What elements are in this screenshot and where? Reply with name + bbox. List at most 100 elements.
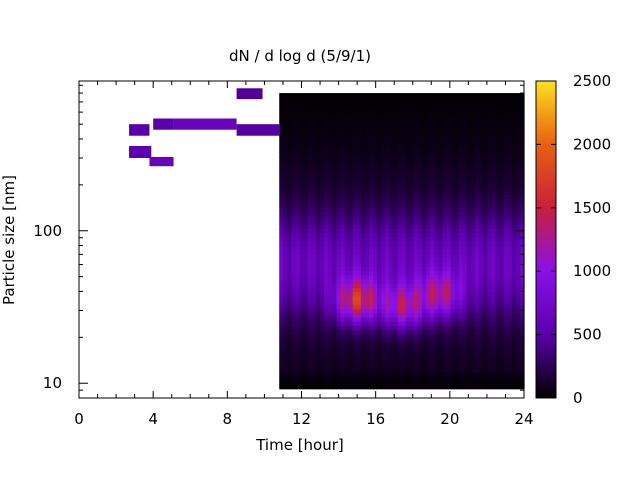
heatmap-cell — [311, 325, 317, 331]
heatmap-cell — [332, 333, 337, 339]
heatmap-cell — [360, 295, 366, 301]
heatmap-cell — [368, 342, 374, 348]
heatmap-cell — [279, 114, 284, 120]
heatmap-cell — [368, 194, 374, 200]
heatmap-cell — [328, 109, 333, 115]
heatmap-cell — [491, 308, 497, 314]
heatmap-cell — [307, 274, 313, 280]
heatmap-cell — [483, 342, 488, 348]
heatmap-cell — [446, 131, 452, 136]
heatmap-cell — [295, 266, 301, 272]
heatmap-cell — [422, 118, 427, 124]
heatmap-cell — [519, 346, 525, 352]
heatmap-cell — [417, 350, 423, 356]
heatmap-cell — [307, 126, 313, 132]
heatmap-cell — [417, 93, 423, 98]
heatmap-cell — [393, 257, 399, 263]
heatmap-cell — [511, 354, 517, 360]
heatmap-cell — [466, 266, 472, 272]
heatmap-cell — [279, 300, 284, 305]
heatmap-cell — [483, 363, 488, 369]
heatmap-cell — [287, 304, 293, 310]
heatmap-cell — [511, 224, 517, 229]
heatmap-cell — [450, 215, 456, 221]
heatmap-cell — [385, 325, 390, 331]
heatmap-cell — [287, 215, 293, 221]
heatmap-cell — [442, 164, 448, 170]
heatmap-cell — [422, 270, 427, 276]
heatmap-cell — [491, 359, 497, 364]
heatmap-cell — [405, 160, 411, 166]
heatmap-cell — [393, 316, 399, 322]
heatmap-cell — [307, 169, 313, 174]
heatmap-cell — [279, 224, 284, 229]
heatmap-cell — [364, 346, 370, 352]
heatmap-cell — [324, 384, 329, 390]
heatmap-cell — [295, 131, 301, 136]
heatmap-cell — [299, 190, 305, 196]
heatmap-cell — [511, 135, 517, 141]
heatmap-cell — [458, 371, 464, 377]
heatmap-cell — [401, 338, 407, 343]
heatmap-cell — [499, 198, 505, 204]
heatmap-cell — [360, 97, 366, 103]
heatmap-cell — [303, 232, 309, 238]
heatmap-cell — [336, 109, 342, 115]
heatmap-cell — [417, 202, 423, 208]
heatmap-cell — [475, 97, 480, 103]
heatmap-cell — [315, 257, 321, 263]
heatmap-cell — [409, 143, 415, 149]
heatmap-cell — [466, 287, 472, 293]
heatmap-cell — [434, 240, 439, 246]
heatmap-cell — [515, 262, 521, 267]
heatmap-cell — [397, 114, 403, 120]
heatmap-cell — [279, 384, 284, 390]
heatmap-cell — [470, 152, 476, 158]
heatmap-cell — [315, 186, 321, 191]
heatmap-cell — [344, 380, 350, 386]
heatmap-cell — [287, 114, 293, 120]
heatmap-cell — [438, 354, 444, 360]
heatmap-cell — [499, 367, 505, 373]
heatmap-cell — [462, 333, 468, 339]
heatmap-cell — [434, 278, 439, 284]
heatmap-cell — [373, 122, 378, 128]
heatmap-cell — [381, 126, 386, 132]
heatmap-cell — [389, 270, 395, 276]
heatmap-cell — [446, 101, 452, 107]
heatmap-cell — [434, 126, 439, 132]
heatmap-cell — [519, 131, 525, 136]
heatmap-cell — [503, 139, 509, 145]
heatmap-cell — [422, 257, 427, 263]
heatmap-cell — [315, 249, 321, 255]
heatmap-cell — [336, 363, 342, 369]
heatmap-cell — [336, 257, 342, 263]
heatmap-cell — [458, 350, 464, 356]
heatmap-cell — [352, 224, 358, 229]
heatmap-cell — [470, 367, 476, 373]
heatmap-cell — [352, 295, 358, 301]
heatmap-cell — [356, 101, 362, 107]
heatmap-cell — [454, 346, 460, 352]
heatmap-cell — [479, 367, 484, 373]
heatmap-cell — [397, 160, 403, 166]
heatmap-cell — [495, 363, 501, 369]
heatmap-cell — [511, 105, 517, 111]
heatmap-cell — [519, 169, 525, 174]
heatmap-cell — [279, 219, 284, 225]
heatmap-cell — [373, 257, 378, 263]
heatmap-cell — [377, 219, 382, 225]
heatmap-cell — [487, 262, 492, 267]
heatmap-cell — [344, 105, 350, 111]
heatmap-cell — [295, 122, 301, 128]
heatmap-cell — [393, 97, 399, 103]
heatmap-cell — [348, 376, 354, 381]
heatmap-cell — [393, 287, 399, 293]
heatmap-cell — [373, 105, 378, 111]
heatmap-cell — [442, 346, 448, 352]
heatmap-cell — [483, 181, 488, 187]
heatmap-cell — [515, 333, 521, 339]
heatmap-cell — [352, 211, 358, 217]
heatmap-cell — [356, 333, 362, 339]
heatmap-cell — [332, 109, 337, 115]
